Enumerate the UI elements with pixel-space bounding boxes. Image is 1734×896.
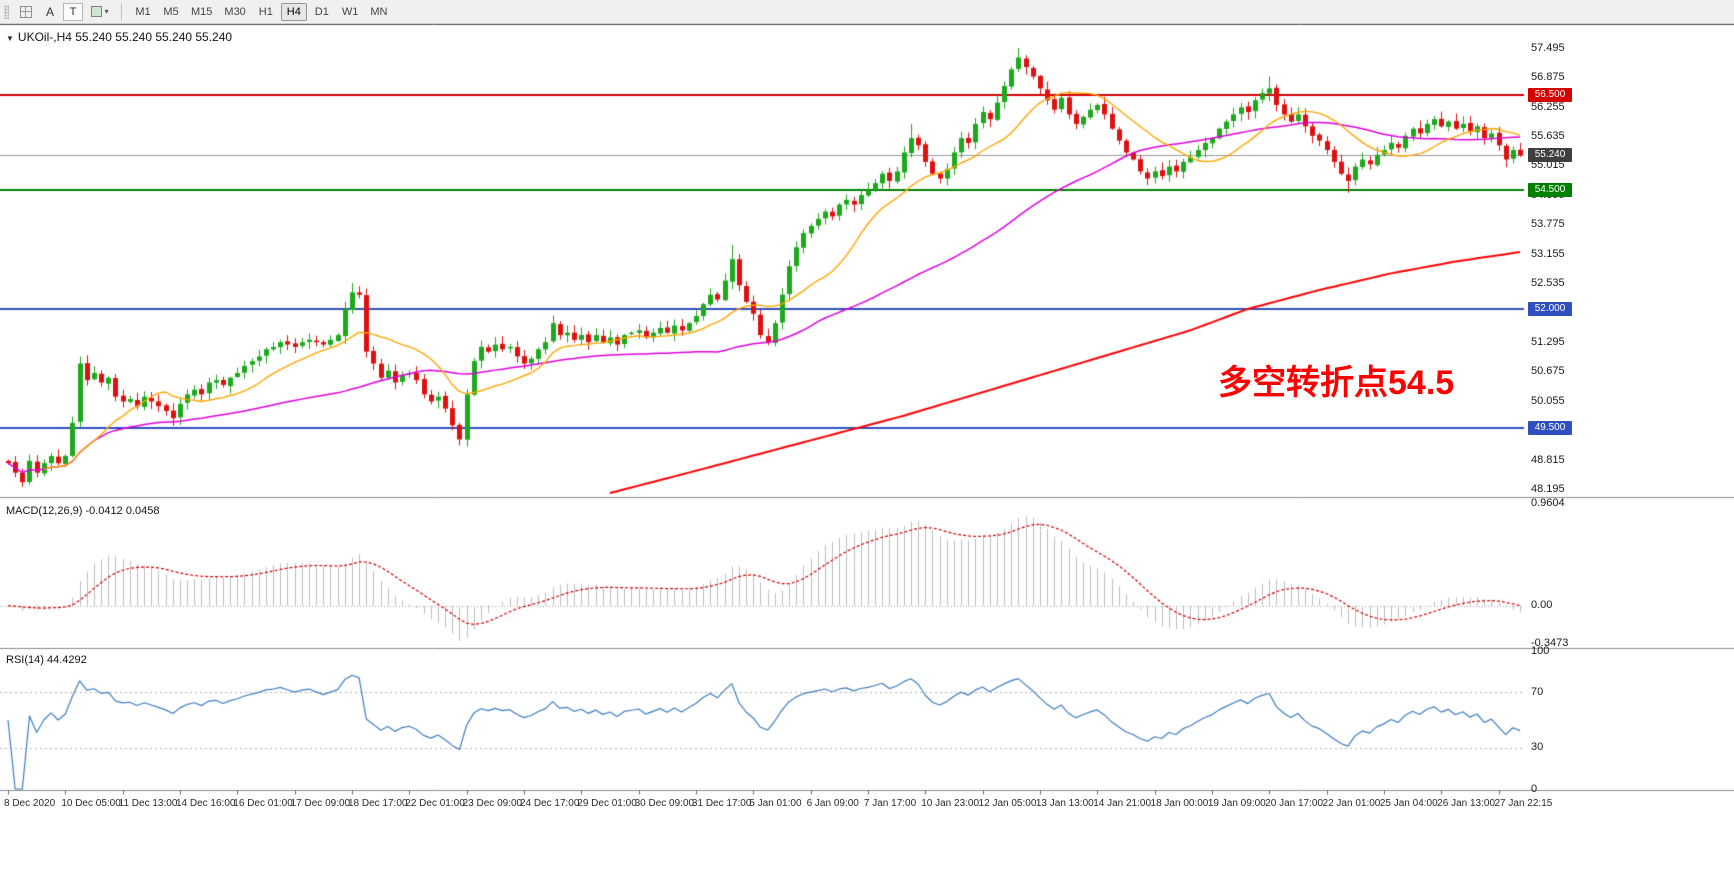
time-axis-label: 18 Dec 17:00: [347, 798, 408, 809]
price-axis-label: 53.155: [1531, 247, 1565, 260]
collapse-triangle-icon[interactable]: ▼: [6, 34, 14, 43]
timeframe-button-d1[interactable]: D1: [309, 3, 335, 21]
timeframe-button-h1[interactable]: H1: [253, 3, 279, 21]
price-axis-label: 50.675: [1531, 365, 1565, 378]
rsi-axis-label: 30: [1531, 741, 1544, 754]
macd-axis-label: 0.9604: [1531, 496, 1565, 509]
time-axis-label: 17 Dec 09:00: [290, 798, 351, 809]
time-axis-label: 25 Jan 04:00: [1379, 798, 1438, 809]
timeframe-button-m30[interactable]: M30: [219, 3, 250, 21]
rsi-indicator-label: RSI(14) 44.4292: [6, 654, 87, 666]
time-axis-label: 8 Dec 2020: [4, 798, 56, 809]
cursor-tool-button[interactable]: A: [39, 2, 61, 22]
chart-annotation-text: 多空转折点54.5: [1218, 364, 1455, 402]
timeframe-button-h4[interactable]: H4: [280, 2, 307, 21]
time-axis-label: 19 Jan 09:00: [1207, 798, 1266, 809]
time-axis-label: 31 Dec 17:00: [691, 798, 752, 809]
time-axis-label: 11 Dec 13:00: [118, 798, 178, 809]
price-axis-label: 55.015: [1531, 159, 1565, 172]
price-axis-label: 50.055: [1531, 394, 1565, 407]
price-axis-label: 52.535: [1531, 277, 1565, 290]
time-axis-label: 30 Dec 09:00: [634, 798, 695, 809]
price-axis-label: 48.815: [1531, 453, 1565, 466]
rsi-axis-label: 0: [1531, 782, 1538, 795]
timeframe-button-m5[interactable]: M5: [158, 3, 184, 21]
time-axis-label: 5 Jan 01:00: [749, 798, 802, 809]
price-badge-54.500: 54.500: [1528, 183, 1572, 198]
timeframe-button-m1[interactable]: M1: [130, 3, 156, 21]
price-axis-label: 53.775: [1531, 218, 1565, 231]
time-axis-label: 18 Jan 00:00: [1150, 798, 1209, 809]
macd-axis-label: 0.00: [1531, 599, 1553, 612]
time-axis-label: 14 Jan 21:00: [1093, 798, 1152, 809]
time-axis-label: 23 Dec 09:00: [462, 798, 523, 809]
price-axis-label: 57.495: [1531, 41, 1565, 54]
price-badge-55.240: 55.240: [1528, 148, 1572, 163]
time-axis-label: 26 Jan 13:00: [1437, 798, 1495, 809]
chevron-down-icon: ▾: [104, 7, 109, 16]
price-axis-label: 55.635: [1531, 130, 1565, 142]
time-axis-label: 20 Jan 17:00: [1265, 798, 1324, 809]
symbol-ohlc-text: UKOil-,H4 55.240 55.240 55.240 55.240: [17, 30, 233, 44]
time-axis-label: 27 Jan 22:15: [1494, 798, 1553, 809]
macd-indicator-label: MACD(12,26,9) -0.0412 0.0458: [6, 505, 160, 517]
top-toolbar: A T ▾ M1 M5 M15 M30 H1 H4 D1 W1 MN: [0, 0, 1734, 24]
time-axis-label: 22 Jan 01:00: [1322, 798, 1381, 809]
time-axis-label: 24 Dec 17:00: [519, 798, 580, 809]
time-axis-label: 10 Dec 05:00: [61, 798, 121, 809]
grid-icon: [20, 5, 32, 18]
time-axis-label: 29 Dec 01:00: [577, 798, 637, 809]
price-chart-canvas[interactable]: [0, 24, 1734, 896]
text-tool-button[interactable]: T: [63, 2, 83, 21]
rsi-axis-label: 70: [1531, 685, 1544, 698]
price-axis-label: 56.255: [1531, 100, 1565, 113]
timeframe-button-mn[interactable]: MN: [365, 3, 392, 21]
time-axis-label: 13 Jan 13:00: [1035, 798, 1094, 809]
time-axis-label: 22 Dec 01:00: [405, 798, 465, 809]
toolbar-separator: [121, 2, 122, 21]
macd-axis-label: -0.3473: [1531, 636, 1569, 649]
chart-title: ▼ UKOil-,H4 55.240 55.240 55.240 55.240: [6, 30, 232, 44]
price-axis-label: 48.195: [1531, 482, 1565, 495]
time-axis-label: 16 Dec 01:00: [233, 798, 293, 809]
timeframe-button-w1[interactable]: W1: [337, 3, 364, 21]
chart-window: ▼ UKOil-,H4 55.240 55.240 55.240 55.240 M…: [0, 24, 1734, 896]
toolbar-grip-handle[interactable]: [4, 4, 9, 19]
price-badge-49.500: 49.500: [1528, 420, 1572, 435]
shapes-icon: [91, 6, 103, 17]
new-chart-button[interactable]: [15, 2, 37, 22]
price-badge-56.500: 56.500: [1528, 88, 1572, 103]
time-axis-label: 7 Jan 17:00: [863, 798, 917, 809]
time-axis-label: 6 Jan 09:00: [806, 798, 859, 809]
time-axis-label: 12 Jan 05:00: [978, 798, 1037, 809]
price-axis-label: 51.295: [1531, 335, 1565, 348]
shapes-tool-button[interactable]: ▾: [85, 2, 115, 22]
time-axis-label: 14 Dec 16:00: [175, 798, 236, 809]
timeframe-button-group: M1 M5 M15 M30 H1 H4 D1 W1 MN: [130, 2, 392, 21]
time-axis-label: 10 Jan 23:00: [921, 798, 980, 809]
rsi-axis-label: 100: [1531, 644, 1550, 657]
price-axis-label: 56.875: [1531, 71, 1565, 84]
price-badge-52.000: 52.000: [1528, 301, 1572, 316]
timeframe-button-m15[interactable]: M15: [186, 3, 217, 21]
